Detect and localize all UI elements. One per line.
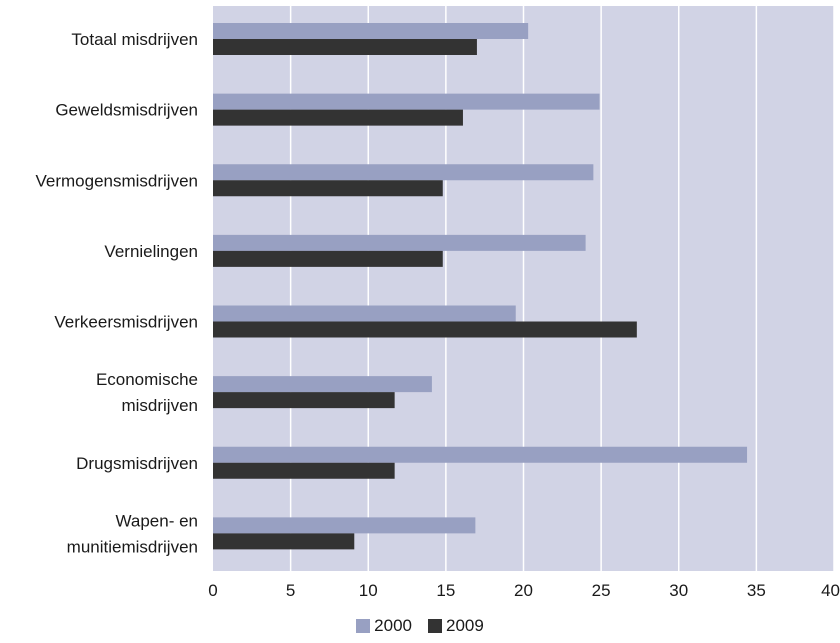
x-tick-label-0: 0 xyxy=(208,581,217,600)
bar-2000-5 xyxy=(213,376,432,393)
legend-label-2000: 2000 xyxy=(374,616,412,635)
x-tick-label-15: 15 xyxy=(436,581,455,600)
legend-item-2000: 2000 xyxy=(356,616,412,636)
category-label-4: Verkeersmisdrijven xyxy=(54,313,198,332)
x-axis-ticks: 0 5 10 15 20 25 30 35 40 xyxy=(208,581,840,600)
bar-2000-3 xyxy=(213,234,586,251)
bar-2009-5 xyxy=(213,392,395,409)
bar-2009-6 xyxy=(213,462,395,479)
category-label-5-line-1: misdrijven xyxy=(121,396,198,415)
legend-label-2009: 2009 xyxy=(446,616,484,635)
legend: 2000 2009 xyxy=(0,612,840,640)
category-label-7-line-0: Wapen- en xyxy=(115,511,198,530)
bar-2000-4 xyxy=(213,305,516,322)
bar-2009-2 xyxy=(213,180,443,197)
legend-swatch-2000 xyxy=(356,619,371,633)
category-label-6: Drugsmisdrijven xyxy=(76,454,198,473)
bar-2009-7 xyxy=(213,533,355,550)
x-tick-label-20: 20 xyxy=(514,581,533,600)
category-label-0: Totaal misdrijven xyxy=(71,30,198,49)
bar-2000-1 xyxy=(213,93,600,110)
category-label-3: Vernielingen xyxy=(104,242,198,261)
category-label-2: Vermogensmisdrijven xyxy=(35,171,198,190)
bar-2000-2 xyxy=(213,164,594,181)
category-label-1: Geweldsmisdrijven xyxy=(55,101,198,120)
category-labels: Totaal misdrijven Geweldsmisdrijven Vermog… xyxy=(35,30,198,556)
x-tick-label-40: 40 xyxy=(821,581,840,600)
category-label-5-line-0: Economische xyxy=(96,370,198,389)
bar-2000-0 xyxy=(213,23,529,39)
x-tick-label-5: 5 xyxy=(286,581,295,600)
category-label-7-line-1: munitiemisdrijven xyxy=(67,537,198,556)
bar-2009-3 xyxy=(213,250,443,267)
bar-2009-1 xyxy=(213,109,463,126)
x-tick-label-35: 35 xyxy=(747,581,766,600)
legend-swatch-2009 xyxy=(428,619,442,633)
bar-chart: Totaal misdrijven Geweldsmisdrijven Vermog… xyxy=(35,6,840,600)
bar-2000-6 xyxy=(213,446,748,463)
x-tick-label-10: 10 xyxy=(359,581,378,600)
bar-2000-7 xyxy=(213,517,476,534)
legend-item-2009: 2009 xyxy=(428,616,484,636)
bars xyxy=(213,23,748,550)
x-tick-label-25: 25 xyxy=(592,581,611,600)
x-tick-label-30: 30 xyxy=(669,581,688,600)
bar-2009-4 xyxy=(213,321,637,338)
bar-2009-0 xyxy=(213,39,477,55)
